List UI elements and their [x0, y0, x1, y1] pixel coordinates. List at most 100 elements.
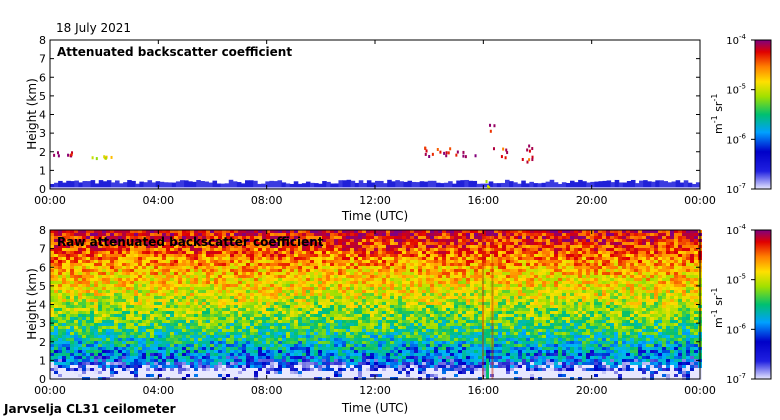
- raw-backscatter-cell: [54, 275, 58, 278]
- raw-backscatter-cell: [118, 305, 122, 308]
- raw-backscatter-cell: [678, 251, 682, 254]
- raw-backscatter-cell: [370, 266, 374, 269]
- raw-backscatter-cell: [198, 263, 202, 266]
- raw-backscatter-cell: [634, 245, 638, 248]
- raw-backscatter-cell: [198, 257, 202, 260]
- raw-backscatter-cell: [614, 239, 618, 242]
- raw-backscatter-cell: [438, 239, 442, 242]
- raw-backscatter-cell: [238, 269, 242, 272]
- boundary-layer-cell: [82, 181, 88, 189]
- raw-backscatter-cell: [134, 233, 138, 236]
- date-label: 18 July 2021: [56, 21, 131, 35]
- raw-backscatter-cell: [82, 299, 86, 302]
- raw-backscatter-cell: [382, 314, 386, 317]
- raw-backscatter-cell: [54, 293, 58, 296]
- raw-backscatter-cell: [674, 269, 678, 272]
- raw-backscatter-cell: [170, 272, 174, 275]
- raw-backscatter-cell: [182, 302, 186, 305]
- raw-backscatter-cell: [54, 239, 58, 242]
- raw-backscatter-cell: [334, 278, 338, 281]
- raw-backscatter-cell: [354, 230, 358, 233]
- raw-backscatter-cell: [278, 260, 282, 263]
- raw-backscatter-cell: [94, 239, 98, 242]
- raw-backscatter-cell: [422, 260, 426, 263]
- raw-backscatter-cell: [102, 257, 106, 260]
- raw-backscatter-cell: [254, 260, 258, 263]
- raw-backscatter-cell: [470, 254, 474, 257]
- raw-backscatter-cell: [274, 230, 278, 233]
- raw-backscatter-cell: [274, 308, 278, 311]
- raw-backscatter-cell: [294, 236, 298, 239]
- raw-backscatter-cell: [554, 305, 558, 308]
- boundary-layer-cell: [407, 180, 413, 189]
- raw-backscatter-cell: [298, 233, 302, 236]
- raw-backscatter-cell: [290, 278, 294, 281]
- raw-backscatter-cell: [310, 290, 314, 293]
- raw-backscatter-cell: [398, 296, 402, 299]
- raw-backscatter-cell: [594, 287, 598, 290]
- raw-backscatter-cell: [514, 257, 518, 260]
- x-axis-attenuated: 00:00 04:00 08:00 12:00 16:00 20:00 00:00: [34, 40, 716, 207]
- raw-backscatter-cell: [194, 257, 198, 260]
- raw-backscatter-cell: [646, 287, 650, 290]
- raw-backscatter-cell: [546, 287, 550, 290]
- raw-backscatter-cell: [558, 278, 562, 281]
- raw-backscatter-cell: [366, 251, 370, 254]
- raw-backscatter-cell: [446, 302, 450, 305]
- raw-backscatter-cell: [530, 299, 534, 302]
- raw-backscatter-cell: [194, 281, 198, 284]
- raw-backscatter-cell: [642, 257, 646, 260]
- raw-backscatter-cell: [622, 254, 626, 257]
- raw-backscatter-cell: [442, 248, 446, 251]
- raw-backscatter-cell: [486, 278, 490, 281]
- raw-backscatter-cell: [178, 263, 182, 266]
- raw-backscatter-cell: [406, 305, 410, 308]
- raw-backscatter-cell: [302, 263, 306, 266]
- raw-backscatter-cell: [346, 266, 350, 269]
- raw-backscatter-cell: [394, 239, 398, 242]
- raw-backscatter-cell: [182, 248, 186, 251]
- raw-backscatter-cell: [74, 290, 78, 293]
- raw-backscatter-cell: [338, 293, 342, 296]
- raw-backscatter-cell: [198, 230, 202, 233]
- raw-backscatter-cell: [154, 299, 158, 302]
- raw-backscatter-cell: [554, 290, 558, 293]
- raw-backscatter-cell: [98, 281, 102, 284]
- raw-backscatter-cell: [90, 287, 94, 290]
- boundary-layer-cell: [200, 181, 205, 189]
- raw-backscatter-cell: [230, 299, 234, 302]
- raw-backscatter-cell: [170, 305, 174, 308]
- raw-backscatter-cell: [694, 281, 698, 284]
- raw-backscatter-cell: [234, 242, 238, 245]
- boundary-layer-cell: [415, 182, 421, 189]
- backscatter-cell: [67, 153, 70, 157]
- raw-backscatter-cell: [674, 248, 678, 251]
- raw-backscatter-cell: [522, 296, 526, 299]
- raw-backscatter-cell: [622, 257, 626, 260]
- raw-backscatter-cell: [234, 233, 238, 236]
- raw-backscatter-cell: [658, 260, 662, 263]
- raw-backscatter-cell: [182, 233, 186, 236]
- raw-backscatter-cell: [214, 269, 218, 272]
- raw-backscatter-cell: [282, 248, 286, 251]
- raw-backscatter-cell: [578, 248, 582, 251]
- raw-backscatter-cell: [282, 272, 286, 275]
- raw-backscatter-cell: [642, 284, 646, 287]
- raw-backscatter-cell: [126, 275, 130, 278]
- raw-backscatter-cell: [374, 293, 378, 296]
- raw-backscatter-cell: [534, 254, 538, 257]
- raw-backscatter-cell: [266, 302, 270, 305]
- raw-backscatter-cell: [338, 260, 342, 263]
- raw-backscatter-cell: [650, 245, 654, 248]
- raw-backscatter-cell: [310, 266, 314, 269]
- raw-backscatter-cell: [638, 293, 642, 296]
- raw-backscatter-cell: [654, 266, 658, 269]
- raw-backscatter-cell: [258, 281, 262, 284]
- raw-backscatter-cell: [374, 230, 378, 233]
- raw-backscatter-cell: [490, 272, 494, 275]
- raw-backscatter-cell: [378, 278, 382, 281]
- raw-backscatter-cell: [406, 239, 410, 242]
- backscatter-cell: [449, 147, 452, 151]
- raw-backscatter-cell: [606, 284, 610, 287]
- raw-backscatter-cell: [354, 296, 358, 299]
